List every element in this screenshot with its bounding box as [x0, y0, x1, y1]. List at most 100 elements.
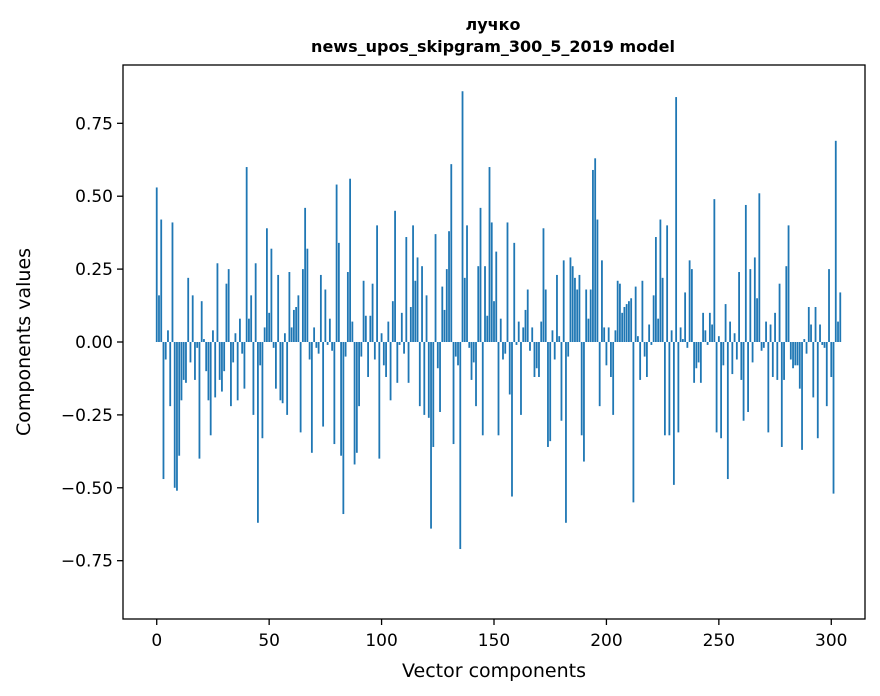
bar-component-202	[610, 342, 612, 377]
bar-component-139	[468, 342, 471, 348]
bar-component-43	[252, 342, 255, 415]
chart-title-model: news_upos_skipgram_300_5_2019 model	[311, 37, 675, 56]
bar-component-126	[439, 342, 441, 412]
bar-component-79	[333, 342, 336, 445]
bar-component-163	[522, 327, 525, 342]
bar-component-92	[362, 280, 365, 342]
bar-component-243	[702, 312, 705, 342]
bar-component-98	[376, 225, 378, 342]
bar-component-28	[218, 342, 221, 380]
bar-component-1	[158, 295, 160, 342]
bar-component-248	[713, 199, 716, 342]
bar-component-271	[765, 321, 767, 342]
bar-component-29	[221, 342, 223, 392]
bar-component-130	[448, 231, 450, 342]
bar-component-180	[560, 342, 563, 421]
bar-component-270	[762, 342, 765, 348]
bar-component-51	[270, 248, 273, 342]
bar-component-205	[616, 280, 619, 342]
bar-component-8	[173, 342, 176, 488]
bar-component-287	[801, 342, 803, 450]
bar-component-54	[277, 274, 280, 342]
bar-component-240	[695, 342, 698, 369]
bar-component-34	[232, 342, 235, 363]
bar-component-119	[423, 342, 426, 415]
bar-component-104	[389, 342, 392, 401]
bar-component-134	[457, 342, 459, 366]
x-tick-label: 200	[590, 631, 622, 651]
bar-component-257	[733, 333, 736, 342]
bar-component-246	[708, 312, 711, 342]
bar-component-95	[369, 315, 372, 342]
bar-component-219	[648, 324, 651, 342]
bar-component-123	[432, 342, 435, 447]
bar-component-42	[250, 295, 253, 342]
bar-component-111	[405, 237, 408, 342]
chart-title-word: лучко	[466, 15, 521, 34]
bar-component-181	[562, 260, 565, 342]
bar-component-301	[832, 342, 835, 494]
y-tick-label: 0.00	[75, 333, 113, 353]
bar-component-161	[517, 321, 520, 342]
bar-component-223	[657, 318, 660, 342]
bar-component-263	[747, 342, 749, 412]
x-axis-label: Vector components	[402, 660, 586, 682]
bar-component-32	[227, 269, 230, 342]
bar-component-58	[286, 342, 289, 415]
bar-component-154	[502, 342, 504, 360]
bar-component-60	[290, 327, 293, 342]
bar-component-239	[693, 342, 696, 383]
bar-component-290	[807, 307, 810, 342]
bar-component-274	[771, 342, 774, 377]
bar-component-174	[547, 342, 549, 447]
bar-component-105	[391, 301, 394, 342]
bar-component-85	[346, 272, 349, 342]
y-axis-ticks: 0.75 0.50 0.25 0.00 −0.25 −0.50 −0.75	[61, 114, 123, 572]
bar-component-135	[459, 342, 462, 550]
bar-component-0	[155, 187, 158, 342]
x-tick-label: 0	[151, 631, 162, 651]
bar-component-59	[288, 272, 291, 342]
bar-component-214	[637, 336, 639, 342]
bar-component-15	[189, 342, 192, 363]
bar-component-230	[672, 342, 675, 485]
bar-component-103	[387, 321, 390, 342]
bar-component-229	[670, 330, 673, 342]
bar-component-220	[650, 342, 653, 345]
bar-component-153	[499, 318, 502, 342]
bar-component-47	[261, 342, 264, 439]
bar-component-138	[466, 225, 468, 342]
bar-component-132	[452, 342, 455, 445]
bar-component-90	[358, 342, 360, 407]
bar-component-277	[778, 283, 781, 342]
bar-component-36	[236, 342, 239, 401]
bar-component-200	[605, 342, 608, 366]
bar-component-48	[263, 327, 266, 342]
bar-component-70	[313, 327, 316, 342]
bar-component-276	[776, 342, 779, 380]
bar-component-217	[643, 342, 646, 357]
bar-component-285	[796, 342, 799, 366]
bar-component-35	[234, 333, 237, 342]
x-tick-label: 50	[258, 631, 280, 651]
bar-component-148	[488, 167, 491, 342]
bar-component-267	[756, 298, 758, 342]
bar-component-254	[726, 342, 729, 480]
bar-component-266	[753, 257, 756, 342]
bar-component-127	[441, 286, 444, 342]
bar-component-22	[205, 342, 208, 372]
bar-component-152	[497, 342, 500, 436]
bar-component-216	[641, 280, 644, 342]
bar-component-304	[839, 292, 842, 342]
bar-component-30	[223, 342, 226, 372]
bar-component-40	[245, 167, 248, 342]
bar-component-86	[349, 178, 351, 342]
bar-component-245	[706, 342, 709, 345]
bar-component-158	[511, 342, 513, 497]
bar-component-3	[162, 342, 165, 480]
bar-component-88	[353, 342, 356, 465]
bar-component-114	[412, 225, 414, 342]
bar-component-61	[292, 309, 295, 342]
bar-component-279	[783, 342, 785, 380]
